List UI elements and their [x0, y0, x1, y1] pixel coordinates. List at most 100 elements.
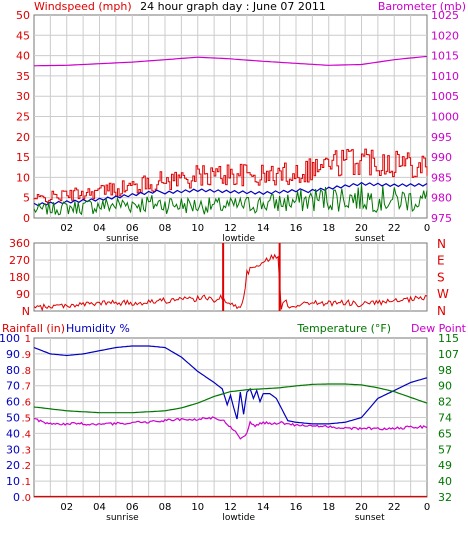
rain-tick-label: .7: [21, 382, 31, 393]
barometer-tick-label: 1025: [431, 9, 459, 22]
climate-event-markers: sunrise lowtide sunset: [106, 513, 385, 523]
hour-tick-label: 12: [224, 223, 237, 234]
temperature-tick-label: 107: [438, 348, 459, 361]
wind-hour-tick-labels: 02 04 06 08 10 12 14 16 18 20 22 0: [60, 223, 430, 234]
hour-tick-label: 14: [257, 502, 270, 513]
humidity-tick-label: 0: [13, 491, 20, 504]
temperature-tick-label: 74: [438, 412, 452, 425]
series-green-noisy: [33, 183, 428, 216]
climate-hour-tick-labels: 02 04 06 08 10 12 14 16 18 20 22 0: [60, 502, 430, 513]
hour-tick-label: 10: [191, 502, 204, 513]
direction-degree-label: 360: [9, 237, 30, 250]
hour-tick-label: 16: [290, 223, 303, 234]
hour-tick-label: 14: [257, 223, 270, 234]
hour-tick-label: 02: [60, 223, 73, 234]
compass-point-label: E: [437, 254, 445, 268]
barometer-tick-label: 1010: [431, 70, 459, 83]
humidity-tick-label: 30: [6, 443, 20, 456]
dewpoint-axis-label: Dew Point: [411, 322, 467, 335]
windspeed-tick-label: 50: [16, 9, 30, 22]
series-magenta-line: [33, 416, 428, 440]
humidity-tick-label: 90: [6, 348, 20, 361]
temperature-tick-label: 57: [438, 443, 452, 456]
hour-tick-label: 0: [424, 223, 430, 234]
barometer-tick-label: 975: [431, 212, 452, 225]
hour-tick-label: 12: [224, 502, 237, 513]
hour-tick-label: 0: [424, 502, 430, 513]
rain-tick-label: .5: [21, 414, 31, 425]
hour-tick-label: 02: [60, 502, 73, 513]
windspeed-tick-label: 20: [16, 131, 30, 144]
temperature-tick-label: 90: [438, 380, 452, 393]
humidity-tick-label: 50: [6, 412, 20, 425]
direction-degree-label: 180: [9, 271, 30, 284]
compass-point-label: N: [437, 304, 446, 318]
hour-tick-label: 20: [355, 223, 368, 234]
hour-tick-label: 04: [93, 502, 106, 513]
windspeed-tick-label: 35: [16, 70, 30, 83]
rain-tick-label: .6: [21, 398, 31, 409]
barometer-tick-label: 1020: [431, 29, 459, 42]
series-blue-line: [33, 181, 428, 207]
humidity-tick-labels: 0 10 20 30 40 50 60 70 80 90 100: [0, 332, 20, 504]
hour-tick-label: 18: [322, 223, 335, 234]
rain-tick-label: .1: [21, 477, 31, 488]
windspeed-axis-label: Windspeed (mph): [34, 0, 132, 13]
hour-tick-label: 20: [355, 502, 368, 513]
windspeed-tick-label: 10: [16, 171, 30, 184]
hour-tick-label: 16: [290, 502, 303, 513]
wind-event-markers: sunrise lowtide sunset: [106, 234, 385, 244]
barometer-tick-label: 995: [431, 131, 452, 144]
temperature-tick-label: 98: [438, 364, 452, 377]
rain-tick-label: .4: [21, 429, 31, 440]
windspeed-tick-label: 0: [23, 212, 30, 225]
rainfall-axis-label: Rainfall (in): [2, 322, 65, 335]
hour-tick-label: 04: [93, 223, 106, 234]
windspeed-tick-label: 15: [16, 151, 30, 164]
windspeed-tick-label: 40: [16, 50, 30, 63]
rain-tick-label: .9: [21, 350, 31, 361]
direction-degree-label: 90: [16, 288, 30, 301]
sunrise-marker: sunrise: [106, 234, 139, 244]
chart-title: 24 hour graph day : June 07 2011: [140, 0, 326, 13]
series-blue-line: [33, 345, 428, 425]
barometer-tick-label: 1000: [431, 111, 459, 124]
hour-tick-label: 08: [159, 502, 172, 513]
direction-grid: [34, 243, 427, 311]
hour-tick-label: 22: [388, 502, 401, 513]
compass-point-label: S: [437, 270, 445, 284]
rain-tick-labels: .0 .1 .2 .3 .4 .5 .6 .7 .8 .9 1: [21, 334, 31, 504]
windspeed-tick-labels: 0 5 10 15 20 25 30 35 40 45 50: [16, 9, 30, 225]
temperature-tick-label: 32: [438, 491, 452, 504]
humidity-axis-label: Humidity %: [66, 322, 130, 335]
hour-tick-label: 08: [159, 223, 172, 234]
climate-series: [33, 345, 428, 498]
barometer-tick-labels: 975 980 985 990 995 1000 1005 1010 1015 1020 1025: [431, 9, 459, 225]
direction-degree-label: N: [22, 305, 30, 318]
direction-degree-labels: N 90 180 270 360: [9, 237, 30, 318]
temperature-tick-label: 82: [438, 396, 452, 409]
humidity-tick-label: 20: [6, 459, 20, 472]
hour-tick-label: 06: [126, 502, 139, 513]
sunset-marker: sunset: [355, 234, 385, 244]
windspeed-tick-label: 30: [16, 90, 30, 103]
rain-tick-label: .0: [21, 493, 31, 504]
direction-series: [33, 243, 428, 312]
hour-tick-label: 18: [322, 502, 335, 513]
barometer-tick-label: 1005: [431, 90, 459, 103]
direction-degree-label: 270: [9, 254, 30, 267]
barometer-tick-label: 990: [431, 151, 452, 164]
hour-tick-label: 22: [388, 223, 401, 234]
lowtide-marker: lowtide: [222, 513, 255, 523]
windspeed-tick-label: 5: [23, 192, 30, 205]
humidity-tick-label: 40: [6, 427, 20, 440]
series-green-line: [33, 383, 428, 414]
humidity-tick-label: 80: [6, 364, 20, 377]
barometer-axis-label: Barometer (mb): [378, 0, 466, 13]
temperature-tick-labels: 32 40 49 57 65 74 82 90 98 107 115: [438, 332, 459, 504]
hour-tick-label: 06: [126, 223, 139, 234]
wind-direction-line: [33, 253, 428, 312]
